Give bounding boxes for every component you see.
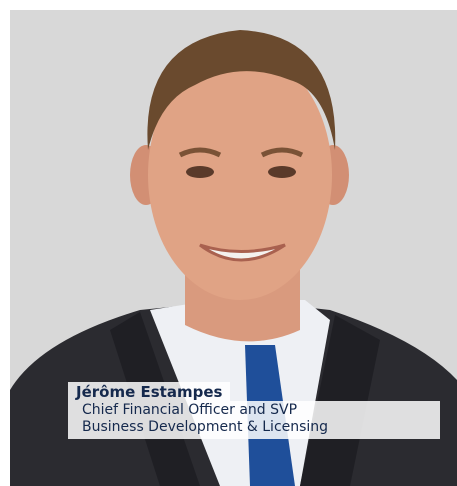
face bbox=[148, 50, 332, 300]
person-title: Chief Financial Officer and SVP Business… bbox=[68, 401, 440, 439]
person-name: Jérôme Estampes bbox=[68, 382, 231, 401]
brow bbox=[178, 147, 222, 158]
caption: Jérôme Estampes Chief Financial Officer … bbox=[68, 382, 440, 439]
eye bbox=[268, 166, 296, 178]
hair bbox=[147, 30, 336, 150]
title-line: Business Development & Licensing bbox=[82, 419, 329, 435]
smile bbox=[199, 243, 286, 262]
brow bbox=[260, 147, 304, 158]
eye bbox=[186, 166, 214, 178]
title-line: Chief Financial Officer and SVP bbox=[82, 402, 298, 418]
lapel-right bbox=[300, 315, 380, 486]
